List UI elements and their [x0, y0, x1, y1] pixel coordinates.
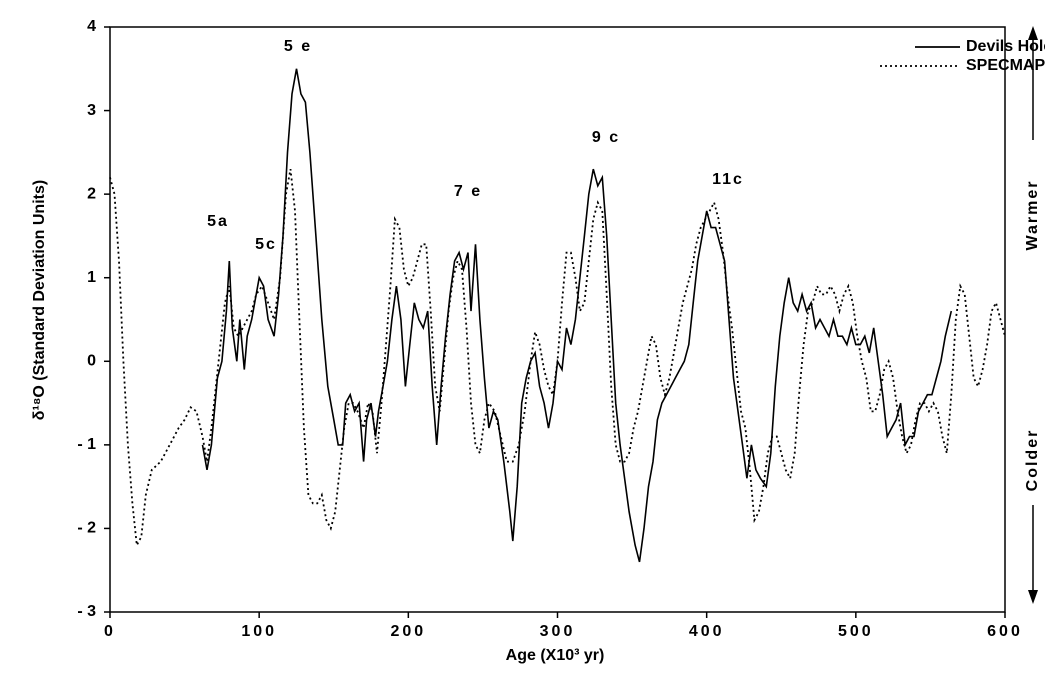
y-tick-label: - 2: [77, 520, 96, 537]
annotation: 5 e: [284, 38, 312, 55]
y-tick-label: 4: [87, 18, 96, 35]
colder-arrowhead: [1028, 590, 1038, 604]
series-line: [201, 68, 953, 563]
x-tick-label: 200: [390, 623, 426, 640]
annotation: Warmer: [1024, 180, 1041, 251]
series-line: [109, 168, 1006, 549]
y-tick-label: 2: [87, 185, 96, 202]
plot-frame: [109, 26, 1006, 613]
legend-label: SPECMAP: [966, 57, 1045, 74]
x-tick-label: 400: [689, 623, 725, 640]
x-tick-label: 600: [987, 623, 1023, 640]
y-tick-label: 0: [87, 353, 96, 370]
x-tick-label: 0: [104, 623, 116, 640]
y-tick-label: - 3: [77, 603, 96, 620]
x-tick-label: 300: [540, 623, 576, 640]
x-axis-label: Age (X10³ yr): [506, 647, 605, 664]
annotation: 9 c: [592, 129, 620, 146]
y-tick-label: 1: [87, 269, 96, 286]
y-tick-label: 3: [87, 102, 96, 119]
annotation: 5a: [207, 213, 229, 230]
x-tick-label: 100: [241, 623, 277, 640]
annotation: Colder: [1024, 429, 1041, 492]
annotation: 11c: [712, 171, 744, 188]
legend-label: Devils Hole: [966, 38, 1045, 55]
annotation: 7 e: [454, 183, 482, 200]
warmer-arrowhead: [1028, 26, 1038, 40]
y-axis-label: δ¹⁸O (Standard Deviation Units): [31, 180, 48, 420]
x-tick-label: 500: [838, 623, 874, 640]
y-tick-label: - 1: [77, 436, 96, 453]
annotation: 5c: [255, 236, 277, 253]
